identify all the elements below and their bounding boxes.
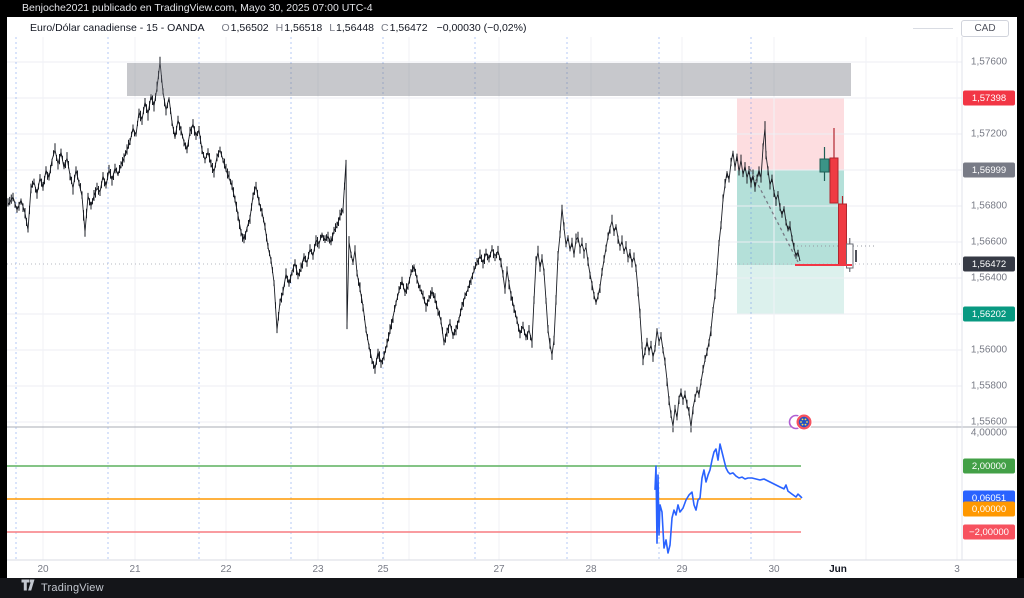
chart-toolbar: Euro/Dólar canadiense - 15 - OANDA O1,565… xyxy=(7,17,1017,37)
marker-star-dot xyxy=(800,421,802,423)
marker-eu-flag-icon xyxy=(798,416,810,428)
price-axis-label: 1,57200 xyxy=(971,129,1008,140)
target-zone-teal xyxy=(737,170,844,265)
ohlc-number: 1,56502 xyxy=(230,22,269,34)
marker-star-dot xyxy=(804,418,807,421)
price-scale-drag-area[interactable] xyxy=(962,37,1017,560)
price-axis-label: 1,56400 xyxy=(971,273,1008,284)
price-badge-text: 1,56999 xyxy=(972,165,1006,176)
time-axis-label: 22 xyxy=(220,564,232,575)
target-zone-teal-light xyxy=(737,265,844,314)
toolbar-divider-line xyxy=(913,28,953,29)
indicator-badge-text: −2,00000 xyxy=(969,527,1009,538)
time-scale-drag-area[interactable] xyxy=(7,560,1017,578)
indicator-badge-text: 0,00000 xyxy=(972,504,1006,515)
projected-candle-body xyxy=(829,157,839,204)
price-axis-label: 1,56600 xyxy=(971,237,1008,248)
ohlc-label: L xyxy=(329,22,336,34)
time-axis-label: 20 xyxy=(37,564,49,575)
price-axis-label: 1,55600 xyxy=(971,417,1008,428)
ohlc-label: O xyxy=(221,22,230,34)
indicator-badge xyxy=(963,524,1015,540)
price-badge xyxy=(963,162,1015,178)
top-bar: Benjoche2021 publicado en TradingView.co… xyxy=(0,0,1024,17)
indicator-badge xyxy=(963,458,1015,474)
marker-star-dot xyxy=(806,421,808,423)
tradingview-logo-text[interactable]: TradingView xyxy=(41,582,104,594)
chart-card: 1,57600 1,57200 1,56800 1,56600 1,56400 1,560… xyxy=(7,17,1017,578)
currency-cad-button[interactable]: CAD xyxy=(961,20,1009,37)
ohlc-number: 1,56448 xyxy=(336,22,375,34)
price-badge xyxy=(963,90,1015,106)
symbol-title: Euro/Dólar canadiense - 15 - OANDA xyxy=(30,22,205,34)
ohlc-number: 1,56472 xyxy=(389,22,428,34)
indicator-badge-text: 2,00000 xyxy=(972,461,1006,472)
change-value: −0,00030 (−0,02%) xyxy=(436,22,527,34)
price-badge-text: 1,56472 xyxy=(972,259,1006,270)
time-axis-label: Jun xyxy=(829,564,847,575)
marker-star-dot xyxy=(801,418,804,421)
projected-candle-body xyxy=(838,203,847,266)
indicator-badge-text: 0,06051 xyxy=(972,493,1006,504)
time-axis-label: 23 xyxy=(312,564,324,575)
price-badge-text: 1,57398 xyxy=(972,93,1006,104)
ohlc-label: H xyxy=(275,22,284,34)
price-axis-label: 1,55800 xyxy=(971,381,1008,392)
projected-candle-body xyxy=(846,243,854,269)
price-badge-text: 1,56202 xyxy=(972,309,1006,320)
time-axis-label: 21 xyxy=(129,564,141,575)
marker-star-dot xyxy=(804,423,807,426)
projected-candle-body xyxy=(819,158,830,173)
indicator-line xyxy=(654,443,803,554)
time-axis-label: 3 xyxy=(954,564,960,575)
indicator-scale-label: 4,00000 xyxy=(971,428,1008,439)
marker-star-dot xyxy=(801,423,804,426)
time-axis-label: 30 xyxy=(768,564,780,575)
ohlc-label: C xyxy=(381,22,389,34)
price-series-candle-wicks xyxy=(7,56,799,433)
time-axis-label: 29 xyxy=(676,564,688,575)
ohlc-values: O1,56502 H1,56518 L1,56448 C1,56472 xyxy=(215,22,428,34)
indicator-badge xyxy=(963,501,1015,517)
chart-canvas[interactable]: 1,57600 1,57200 1,56800 1,56600 1,56400 1,560… xyxy=(7,17,1017,578)
published-by-text: Benjoche2021 publicado en TradingView.co… xyxy=(22,2,373,14)
bottom-strip: TradingView xyxy=(0,578,1024,598)
price-axis-label: 1,56800 xyxy=(971,201,1008,212)
time-axis-label: 25 xyxy=(377,564,389,575)
price-axis-label: 1,56000 xyxy=(971,345,1008,356)
ohlc-number: 1,56518 xyxy=(284,22,323,34)
price-badge xyxy=(963,306,1015,322)
price-axis-label: 1,57600 xyxy=(971,57,1008,68)
tradingview-logo-icon[interactable] xyxy=(21,579,35,597)
price-badge xyxy=(963,256,1015,272)
time-axis-label: 27 xyxy=(493,564,505,575)
time-axis-label: 28 xyxy=(585,564,597,575)
supply-zone-gray xyxy=(127,63,851,96)
